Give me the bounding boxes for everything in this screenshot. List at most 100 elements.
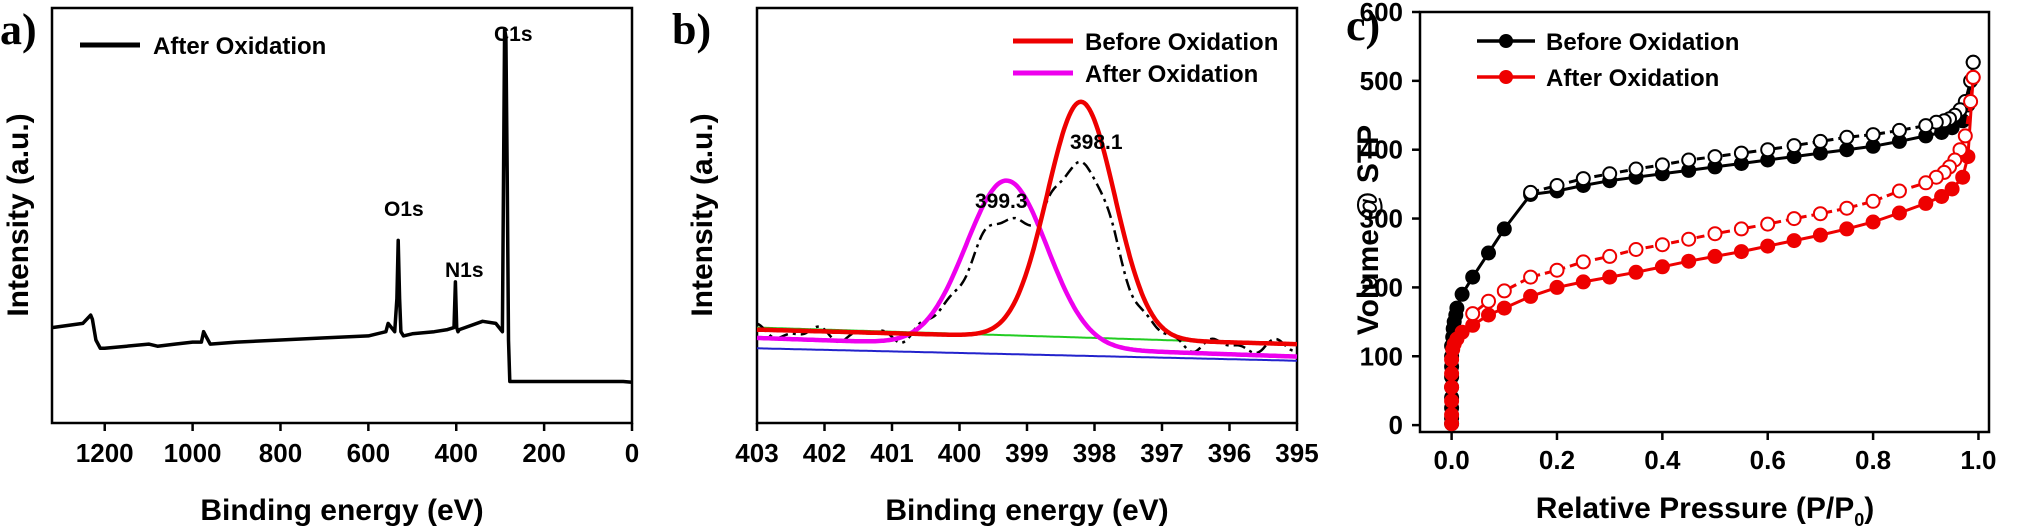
panel-c-series-after-oxidation-adsorption-point	[1918, 195, 1934, 211]
panel-a-x-tick-label: 600	[347, 438, 390, 468]
panel-c-series-after-oxidation-desorption-point	[1918, 175, 1934, 191]
panel-c-series-before-oxidation-desorption-point	[1839, 129, 1855, 145]
panel-c-legend-marker-after	[1499, 70, 1513, 84]
panel-c-x-tick-label: 1.0	[1960, 445, 1996, 475]
panel-c-series-before-oxidation-adsorption-line	[1450, 62, 1975, 424]
panel-c-plot-frame	[1418, 10, 1991, 434]
panel-c-series-after-oxidation-desorption-point	[1786, 211, 1802, 227]
panel-b-x-tick-label: 400	[938, 438, 981, 468]
panel-c-series-before-oxidation-desorption-point	[1523, 184, 1539, 200]
panel-a-x-tick-label: 1000	[164, 438, 222, 468]
panel-c-series-after-oxidation-adsorption-point	[1454, 324, 1470, 340]
panel-b-x-tick-label: 397	[1140, 438, 1183, 468]
panel-a-annotation-c1s: C1s	[494, 23, 533, 46]
panel-c-series-after-oxidation-desorption-point	[1865, 193, 1881, 209]
panel-a-plot-frame	[50, 6, 634, 425]
panel-a-legend: After Oxidation	[80, 33, 326, 60]
panel-c-series-after-oxidation-adsorption-point	[1786, 233, 1802, 249]
panel-c-series-before-oxidation-desorption-point	[1918, 118, 1934, 134]
panel-a-x-tick-label: 800	[259, 438, 302, 468]
panel-a-legend-label: After Oxidation	[153, 33, 326, 60]
panel-a-x-ticks: 1200 1000 800 600 400 200 0	[76, 423, 639, 468]
panel-c-x-tick-label: 0.0	[1434, 445, 1470, 475]
panel-c-series-after-oxidation-adsorption-point	[1839, 221, 1855, 237]
panel-c-series-after-oxidation-adsorption-point	[1481, 307, 1496, 323]
panel-c-series-after-oxidation-adsorption-point	[1444, 379, 1460, 395]
panel-c-y-tick-label: 600	[1360, 0, 1403, 27]
panel-c-series-after-oxidation-desorption-point	[1496, 283, 1512, 299]
panel-b-y-axis-title: Intensity (a.u.)	[686, 113, 719, 316]
panel-c-x-axis-title-subscript: 0	[1854, 510, 1864, 530]
panel-c-series-before-oxidation-desorption-point	[1681, 152, 1697, 168]
panel-c-series-before-oxidation-desorption-point	[1654, 157, 1670, 173]
panel-c-series-after-oxidation-desorption-point	[1891, 183, 1907, 199]
panel-c-series-after-oxidation-adsorption-point	[1681, 253, 1697, 269]
panel-c-series-after-oxidation-desorption-point	[1760, 216, 1776, 232]
panel-c-series-after-oxidation-adsorption-point	[1444, 393, 1460, 409]
panel-c-y-tick-label: 300	[1360, 204, 1403, 234]
panel-c-series-after-oxidation-adsorption-point	[1575, 274, 1591, 290]
panel-c-series-after-oxidation-desorption-point	[1628, 242, 1644, 257]
panel-c-series-after-oxidation-adsorption-point	[1628, 264, 1644, 280]
panel-c-series-before-oxidation-desorption-point	[1733, 145, 1749, 161]
panel-c-series-after-oxidation-adsorption-point	[1944, 181, 1960, 197]
panel-c-x-tick-label: 0.8	[1855, 445, 1891, 475]
panel-b-x-tick-label: 401	[870, 438, 913, 468]
panel-a-annotation-n1s: N1s	[445, 259, 484, 282]
panel-b-legend-label-before: Before Oxidation	[1085, 29, 1278, 56]
panel-b-peak-label-398-1: 398.1	[1070, 131, 1123, 154]
panel-c-series-before-oxidation-adsorption-point	[1839, 142, 1855, 158]
panel-c-y-tick-label: 400	[1360, 135, 1403, 165]
panel-c-series-after-oxidation-desorption-point	[1681, 231, 1697, 247]
panel-c-series-after-oxidation-desorption-point	[1733, 221, 1749, 237]
panel-c-series-before-oxidation-desorption-point	[1575, 171, 1591, 187]
panel-c-legend-label-before: Before Oxidation	[1546, 29, 1739, 56]
panel-c-y-axis-title: Volume @ STP	[1352, 125, 1385, 335]
panel-c-series-after-oxidation-adsorption-point	[1934, 189, 1950, 204]
panel-c-series-after-oxidation-desorption-point	[1707, 226, 1723, 242]
panel-a-x-tick-label: 0	[625, 438, 639, 468]
panel-c-series-after-oxidation-desorption-point	[1575, 254, 1591, 270]
panel-c-series-after-oxidation-desorption-point	[1465, 306, 1481, 322]
panel-c-x-axis-title: Relative Pressure (P/P0)	[1536, 492, 1875, 530]
panel-a-annotation-o1s: O1s	[384, 198, 424, 221]
panel-b-background-blue-line	[757, 347, 1298, 362]
panel-c-series-after-oxidation-desorption-point	[1965, 69, 1981, 85]
panel-a-series-after-oxidation-line	[51, 27, 633, 385]
panel-c-x-tick-label: 0.6	[1750, 445, 1786, 475]
panel-c-series-before-oxidation-desorption-point	[1865, 127, 1881, 143]
panel-c-x-axis-title-suffix: )	[1864, 492, 1874, 525]
panel-b-x-tick-label: 402	[803, 438, 846, 468]
panel-c-series-before-oxidation-desorption-point	[1628, 161, 1644, 177]
panel-c-series-after-oxidation-desorption-point	[1523, 269, 1539, 285]
panel-a-y-axis-title: Intensity (a.u.)	[2, 113, 35, 316]
panel-b-series-after-oxidation-line	[756, 178, 1298, 359]
panel-c-series-after-oxidation-adsorption-point	[1812, 227, 1828, 243]
panel-c-series-after-oxidation-adsorption-point	[1654, 259, 1670, 275]
panel-a: a) 1200 1000 800 600 400 200 0 After Oxidation…	[0, 5, 639, 527]
panel-b-x-tick-label: 396	[1208, 438, 1251, 468]
panel-a-x-tick-label: 200	[522, 438, 565, 468]
panel-b-legend: Before Oxidation After Oxidation	[1013, 29, 1278, 88]
panel-c-legend-marker-before	[1499, 34, 1513, 48]
panel-c-series-after-oxidation-adsorption-point	[1707, 248, 1723, 264]
panel-c-series	[1444, 54, 1981, 432]
panel-c-series-after-oxidation-adsorption-point	[1733, 244, 1749, 260]
panel-c-series-after-oxidation-adsorption-point	[1760, 238, 1776, 254]
panel-c: c) 0.0 0.2 0.4 0.6 0.8 1.0 0 100 200 300 400 500 60…	[1346, 0, 1997, 530]
panel-c-series-before-oxidation-desorption-point	[1602, 166, 1618, 182]
panel-c-series-before-oxidation-desorption-point	[1965, 54, 1981, 70]
panel-c-y-ticks: 0 100 200 300 400 500 600	[1360, 0, 1420, 440]
panel-c-series-after-oxidation-adsorption-point	[1865, 214, 1881, 230]
panel-c-x-ticks: 0.0 0.2 0.4 0.6 0.8 1.0	[1434, 432, 1997, 475]
panel-c-x-tick-label: 0.4	[1644, 445, 1681, 475]
panel-c-series-after-oxidation-desorption-point	[1839, 200, 1855, 216]
panel-c-series-before-oxidation-adsorption-point	[1454, 286, 1470, 302]
panel-c-series-after-oxidation-desorption-point	[1963, 94, 1979, 109]
panel-c-series-before-oxidation-desorption-point	[1760, 142, 1776, 158]
panel-b: b) 403 402 401 400 399 398 397 396 395 399.3 398…	[672, 5, 1319, 527]
panel-c-series-after-oxidation-desorption-point	[1812, 206, 1828, 222]
panel-c-series-after-oxidation-adsorption-point	[1602, 269, 1618, 285]
panel-c-series-after-oxidation-adsorption-point	[1891, 205, 1907, 221]
